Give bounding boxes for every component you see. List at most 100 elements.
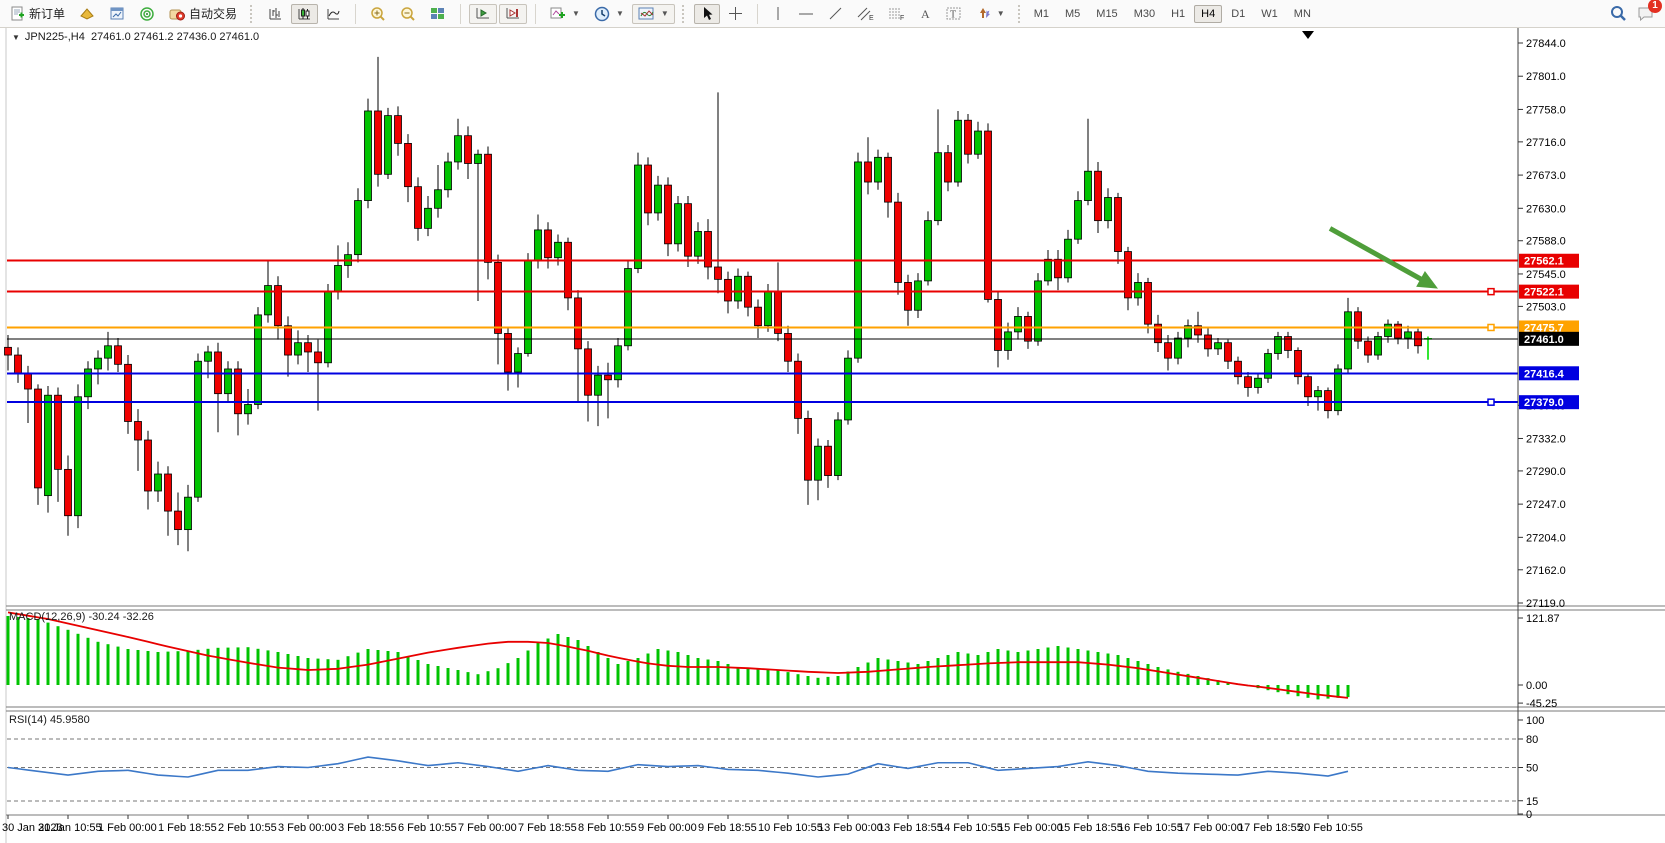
arrows-button[interactable]: ▼: [970, 4, 1011, 24]
timeframe-m5[interactable]: M5: [1065, 7, 1081, 20]
new-order-button[interactable]: 新订单: [4, 4, 71, 24]
zoom-in-button[interactable]: [364, 4, 392, 24]
timeframe-m30[interactable]: M30: [1133, 7, 1156, 20]
price-tag: [1519, 366, 1579, 381]
candle-body: [414, 186, 422, 229]
date-axis-label: 9 Feb 18:55: [698, 822, 757, 834]
candle-body: [894, 201, 902, 283]
text-label-button[interactable]: T: [940, 4, 968, 24]
auto-scroll-button[interactable]: [469, 3, 498, 24]
templates-button[interactable]: ▼: [631, 3, 675, 24]
macd-histogram-bar: [246, 647, 250, 685]
macd-histogram-bar: [556, 634, 560, 685]
bar-chart-icon: [269, 8, 282, 20]
symbol-title[interactable]: ▼ JPN225-,H4 27461.0 27461.2 27436.0 2746…: [12, 31, 259, 43]
charts-icon: [110, 7, 124, 20]
svg-text:A: A: [921, 7, 930, 21]
equidistant-channel-button[interactable]: E: [851, 4, 880, 24]
horizontal-line-icon: [798, 13, 813, 15]
timeframe-m15[interactable]: M15: [1096, 7, 1118, 20]
macd-histogram-bar: [766, 669, 770, 685]
search-icon[interactable]: [1610, 5, 1627, 22]
macd-histogram-bar: [906, 662, 910, 685]
chart-type-group: [258, 0, 351, 27]
macd-histogram-bar: [516, 658, 520, 685]
timeframe-h1[interactable]: H1: [1171, 7, 1186, 20]
candle-body: [174, 510, 182, 531]
macd-histogram-bar: [656, 649, 660, 685]
macd-histogram-bar: [136, 650, 140, 685]
text-button[interactable]: A: [913, 4, 938, 24]
line-handle[interactable]: [1487, 398, 1495, 406]
candle-body: [754, 306, 762, 327]
price-tag-label: 27562.1: [1524, 256, 1564, 268]
candle-body: [704, 231, 712, 268]
candle-body: [994, 299, 1002, 351]
candle-body: [424, 207, 432, 229]
profile-button[interactable]: [73, 4, 101, 24]
price-axis-label: 27119.0: [1526, 598, 1565, 610]
pointer-group: [690, 0, 753, 27]
price-tag: [1519, 395, 1579, 410]
trendline-button[interactable]: [822, 4, 849, 24]
timeframe-mn[interactable]: MN: [1293, 7, 1311, 20]
timeframe-h4[interactable]: H4: [1194, 4, 1223, 23]
chart-shift-button[interactable]: [499, 3, 528, 24]
charts-button[interactable]: [103, 4, 131, 24]
line-chart-button[interactable]: [320, 4, 347, 24]
macd-histogram-bar: [1016, 652, 1020, 685]
price-tag: [1519, 253, 1579, 268]
line-handle[interactable]: [1487, 287, 1495, 296]
date-axis-label: 14 Feb 10:55: [938, 822, 1003, 834]
macd-indicator-label: MACD(12,26,9) -30.24 -32.26: [9, 611, 154, 623]
svg-text:F: F: [900, 15, 904, 21]
timeframe-m1[interactable]: M1: [1033, 7, 1049, 20]
timeframe-d1[interactable]: D1: [1231, 7, 1246, 20]
timeframe-w1[interactable]: W1: [1261, 7, 1278, 20]
horizontal-line-button[interactable]: [792, 4, 820, 24]
candle-body: [914, 280, 922, 311]
signal-button[interactable]: [133, 4, 161, 24]
macd-histogram-bar: [1106, 653, 1110, 685]
macd-histogram-bar: [866, 662, 870, 685]
price-tag-label: 27416.4: [1524, 368, 1565, 380]
price-axis-label: 27204.0: [1526, 532, 1566, 544]
toolbar-separator: [460, 3, 462, 24]
candle-body: [1394, 323, 1402, 339]
candle-body: [454, 135, 462, 163]
macd-histogram-bar: [486, 671, 490, 685]
candle-body: [824, 445, 832, 476]
macd-histogram-bar: [746, 667, 750, 685]
date-axis-label: 8 Feb 10:55: [578, 822, 637, 834]
candle-body: [1044, 258, 1052, 282]
vertical-line-button[interactable]: [766, 4, 790, 24]
line-handle[interactable]: [1487, 323, 1495, 332]
macd-histogram-bar: [1116, 655, 1120, 685]
candle-body: [564, 241, 572, 299]
trend-arrow-head[interactable]: [1416, 271, 1438, 289]
bar-chart-button[interactable]: [262, 4, 289, 24]
fibonacci-button[interactable]: F: [882, 4, 911, 24]
chart-canvas[interactable]: 121.87 0.00 -45.25 100 80 50 150 27844.0 27801.0…: [0, 28, 1665, 843]
macd-histogram-bar: [776, 670, 780, 685]
macd-histogram-bar: [306, 658, 310, 685]
crosshair-button[interactable]: [722, 4, 749, 24]
candle-body: [1184, 325, 1192, 339]
tile-windows-button[interactable]: [424, 4, 452, 24]
price-axis-label: 27162.0: [1526, 565, 1566, 577]
trend-arrow-line[interactable]: [1328, 226, 1426, 284]
date-axis-label: 2 Feb 10:55: [218, 822, 277, 834]
zoom-out-button[interactable]: [394, 4, 422, 24]
macd-histogram-bar: [786, 672, 790, 685]
periods-button[interactable]: ▼: [588, 4, 630, 24]
auto-trading-button[interactable]: 自动交易: [163, 4, 243, 24]
chart-shift-marker[interactable]: [1302, 31, 1314, 39]
notifications-button[interactable]: 1: [1637, 0, 1662, 22]
indicators-button[interactable]: ▼: [544, 4, 586, 24]
candlestick-chart-button[interactable]: [291, 3, 319, 24]
macd-histogram-bar: [226, 647, 230, 685]
macd-histogram-bar: [576, 640, 580, 685]
macd-histogram-bar: [426, 664, 430, 685]
cursor-button[interactable]: [693, 3, 720, 24]
candle-body: [524, 260, 532, 354]
